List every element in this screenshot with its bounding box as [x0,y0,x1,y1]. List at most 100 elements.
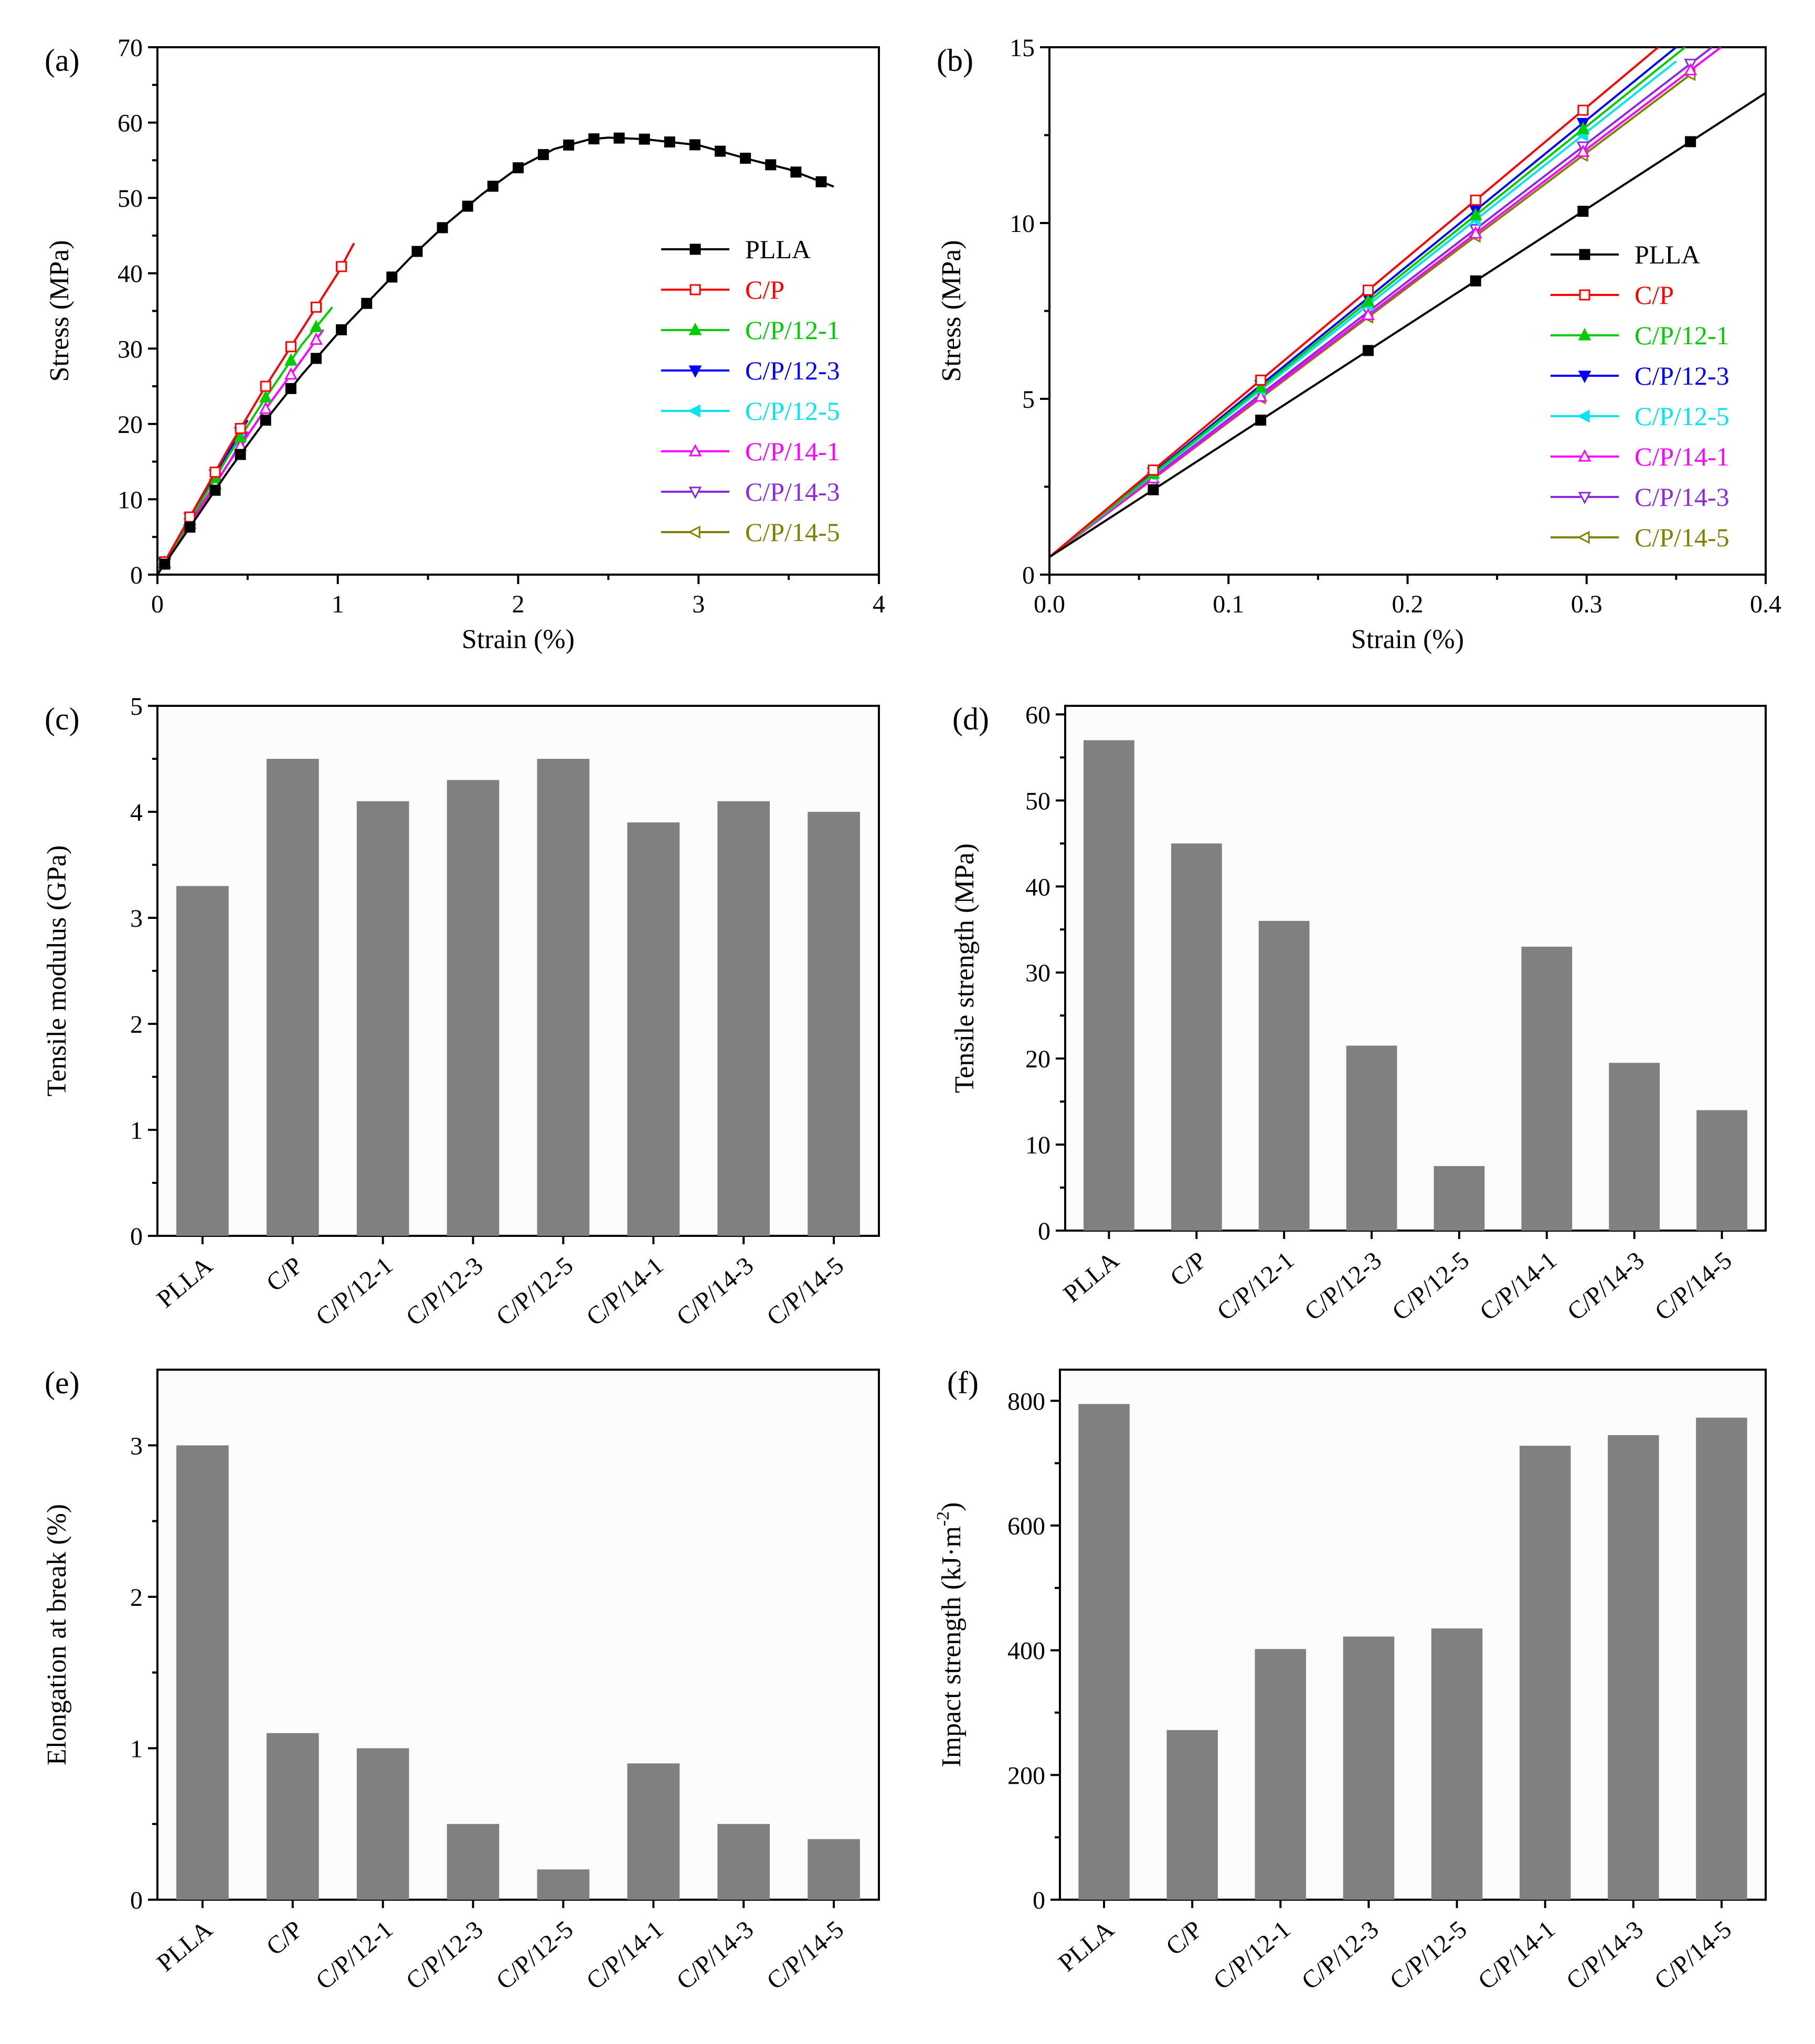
legend: PLLA C/P C/P/12-1 C/P/12-3 C/P/12-5 C/P/14-1 C… [661,235,840,547]
y-axis-label-text: Tensile strength (MPa) [950,843,980,1093]
bar-c-p [1166,1730,1218,1900]
legend-item-c-p-12-1: C/P/12-1 [661,315,840,345]
legend-label: C/P/14-5 [745,517,840,547]
y-axis-label: Tensile modulus (GPa) [42,845,72,1097]
data-point [715,145,726,157]
data-point [513,162,524,174]
data-point [336,261,347,272]
x-tick-label: C/P/14-1 [1474,1246,1562,1326]
bar-c-p-12-1 [1255,1649,1307,1900]
bar-c-p-14-1 [1519,1445,1571,1900]
x-tick-label: C/P/12-1 [311,1252,398,1331]
x-tick-label: C/P/14-3 [1561,1915,1649,1995]
bar-c-p-14-1 [627,1763,680,1900]
plot-frame [1059,1369,1767,1901]
x-tick-label: 0.1 [1213,590,1244,618]
series-line-c-p [1049,47,1659,558]
legend-item-c-p: C/P [661,275,784,304]
data-point [613,132,625,144]
y-tick-label: 2 [130,1011,143,1039]
x-axis-label: Strain (%) [462,624,575,654]
x-tick-label: C/P/12-5 [1387,1246,1474,1326]
legend-item-plla: PLLA [661,235,811,264]
x-tick-label: 2 [512,590,525,618]
legend-label: C/P/14-1 [1634,442,1729,471]
y-tick-label: 800 [1007,1388,1045,1415]
data-point [310,320,323,332]
data-point [361,298,373,309]
series-c-p-14-1 [1049,47,1722,558]
data-point [184,522,196,533]
x-tick-label: C/P/12-1 [311,1915,398,1995]
x-tick-label: 1 [332,590,344,618]
legend-marker [689,243,701,255]
y-tick-label: 20 [1025,1045,1050,1073]
plot-frame [1064,705,1767,1232]
data-point [235,449,246,460]
data-point [437,222,448,234]
y-tick-label: 0 [130,1887,143,1914]
y-axis-label-text: Impact strength (kJ·m [937,1526,967,1767]
chart-d: (d) 0 10 20 30 40 50 60 Tensile strength (MPa) PL… [950,701,1767,1326]
legend-label: C/P/14-3 [1634,482,1729,512]
data-point [639,133,650,145]
legend-marker [1577,409,1590,423]
data-point [1685,136,1696,147]
bar-c-p-14-5 [1696,1110,1747,1231]
data-point [1577,206,1589,217]
x-tick-label: C/P/14-1 [581,1252,669,1331]
legend-marker [688,365,702,378]
y-axis-label: Stress (MPa) [937,240,967,382]
data-point [285,341,296,353]
y-axis-label: Stress (MPa) [45,240,75,382]
x-tick-label: C/P/14-1 [1473,1915,1561,1995]
panel-label: (d) [952,702,989,736]
legend-item-c-p-14-5: C/P/14-5 [1551,523,1729,552]
panel-label: (b) [937,43,973,78]
legend-marker [689,284,701,295]
legend-item-c-p-12-5: C/P/12-5 [1551,401,1729,431]
legend-item-plla: PLLA [1551,240,1700,269]
y-tick-label: 10 [1010,210,1035,238]
bar-c-p-12-1 [356,801,409,1236]
data-point [462,200,473,212]
legend-marker [688,322,702,335]
y-tick-label: 0 [130,562,143,589]
legend-marker [1578,327,1591,341]
data-point [311,301,322,313]
y-tick-label: 0 [1038,1217,1050,1245]
x-tick-label: PLLA [152,1252,218,1314]
y-tick-label: 60 [1025,701,1050,729]
data-point [311,353,322,364]
y-axis-label-superscript: -2 [933,1511,953,1526]
y-axis-label-text: Elongation at break (%) [42,1504,72,1765]
x-tick-label: 0 [151,590,164,618]
legend-item-c-p-12-3: C/P/12-3 [661,356,840,385]
legend-item-c-p-14-3: C/P/14-3 [1551,482,1729,512]
data-point [1255,415,1267,426]
bar-c-p-14-3 [1609,1063,1660,1231]
panel-label: (c) [45,702,80,736]
y-axis-label: Elongation at break (%) [42,1504,72,1765]
data-point [538,149,549,161]
legend-marker [1578,449,1591,462]
legend-item-c-p-14-1: C/P/14-1 [1551,442,1729,471]
data-point [310,332,323,345]
legend-label: C/P [745,275,784,304]
y-tick-label: 50 [118,185,143,213]
data-point [209,484,221,496]
y-tick-label: 30 [1025,959,1050,987]
y-tick-label: 3 [130,905,143,933]
data-point [209,467,221,478]
legend-marker [688,443,702,457]
data-point [487,181,498,192]
legend-marker [1578,492,1591,505]
x-tick-label: C/P/14-5 [761,1252,849,1331]
x-tick-label: C/P [261,1252,308,1297]
y-tick-label: 10 [118,486,143,514]
bar-plla [1078,1404,1130,1900]
x-tick-label: PLLA [152,1915,218,1977]
data-point [1470,194,1481,206]
legend-item-c-p-14-1: C/P/14-1 [661,437,840,466]
